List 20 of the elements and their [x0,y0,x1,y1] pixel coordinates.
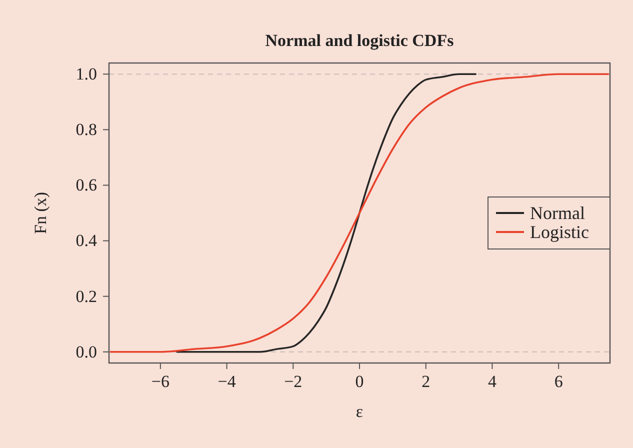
x-tick-label: −4 [218,372,236,392]
y-tick-label: 1.0 [76,64,97,84]
x-tick-label: 4 [488,372,497,392]
y-tick-label: 0.6 [76,176,97,195]
legend-label: Normal [530,203,585,223]
y-axis-title: Fn (x) [31,192,50,234]
y-tick-label: 0.0 [76,342,97,362]
x-tick-label: −6 [151,372,170,392]
chart-title: Normal and logistic CDFs [265,31,454,50]
x-tick-label: 2 [422,372,430,392]
x-tick-label: 0 [355,372,364,392]
line-series [110,73,610,353]
y-tick-label: 0.4 [76,231,98,250]
y-tick-label: 0.2 [76,286,97,306]
x-tick-label: −2 [284,372,302,392]
y-tick-label: 0.8 [76,120,97,140]
legend-label: Logistic [530,222,590,242]
x-tick-label: 6 [554,372,563,392]
x-axis-title: ε [356,402,364,421]
line-series [176,73,477,353]
